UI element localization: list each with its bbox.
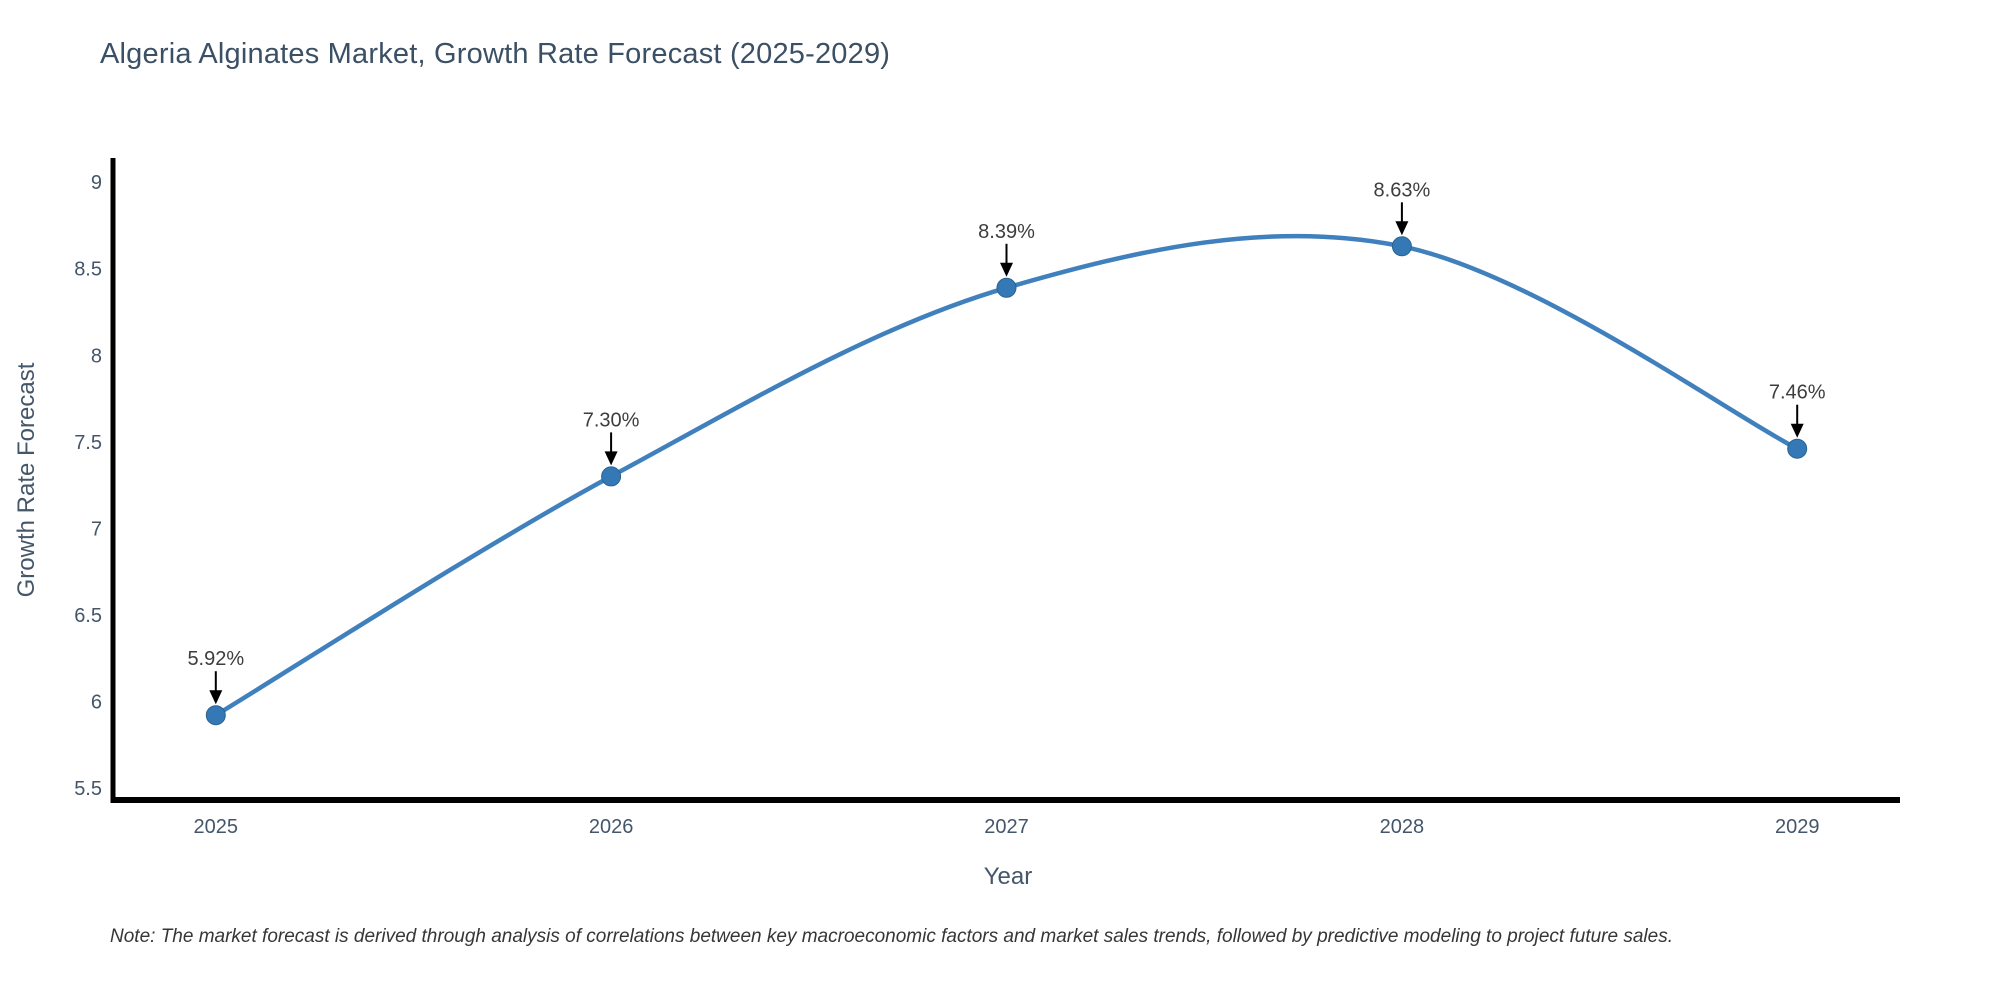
point-label: 7.46% <box>1769 382 1826 404</box>
data-point <box>996 277 1017 298</box>
y-tick-label: 8.5 <box>74 259 102 281</box>
point-label: 8.39% <box>978 221 1035 243</box>
x-tick-label: 2025 <box>194 816 239 838</box>
annotation-arrowhead <box>1000 262 1013 277</box>
annotation-arrowhead <box>1395 221 1409 236</box>
x-tick-label: 2026 <box>589 816 634 838</box>
data-point <box>1787 438 1808 459</box>
y-tick-label: 7.5 <box>74 432 102 454</box>
annotation-arrowhead <box>1790 423 1804 438</box>
x-tick-label: 2027 <box>984 816 1029 838</box>
y-tick-label: 9 <box>91 172 102 194</box>
y-tick-label: 6 <box>91 691 102 713</box>
data-point <box>1391 236 1412 257</box>
data-point <box>601 466 622 487</box>
chart-title: Algeria Alginates Market, Growth Rate Fo… <box>100 38 891 70</box>
x-tick-label: 2029 <box>1775 816 1820 838</box>
point-label: 5.92% <box>187 648 244 670</box>
point-label: 8.63% <box>1374 179 1431 201</box>
footnote: Note: The market forecast is derived thr… <box>110 926 1673 947</box>
trend-line <box>213 233 1800 718</box>
y-tick-label: 7 <box>91 518 102 540</box>
x-axis-title: Year <box>983 863 1033 890</box>
point-label: 7.30% <box>583 409 640 431</box>
y-tick-label: 6.5 <box>74 605 102 627</box>
x-tick-label: 2028 <box>1380 816 1425 838</box>
annotation-arrowhead <box>604 451 618 466</box>
annotation-arrowhead <box>209 690 223 705</box>
y-tick-label: 5.5 <box>74 778 102 800</box>
data-point <box>205 705 226 726</box>
y-tick-label: 8 <box>91 345 102 367</box>
